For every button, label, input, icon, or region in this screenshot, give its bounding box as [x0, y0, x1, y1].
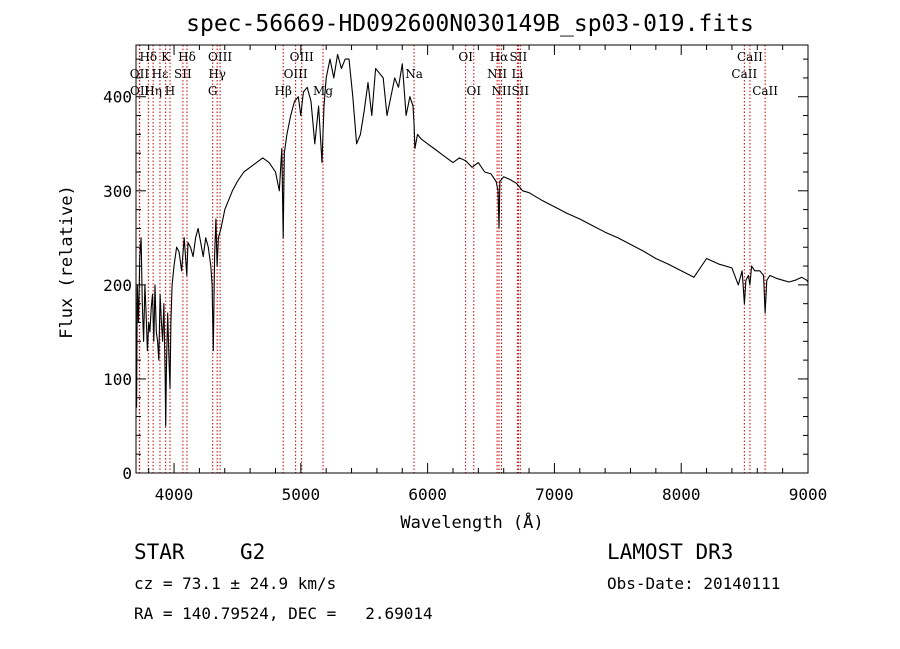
- y-tick-label-2: 200: [103, 276, 132, 295]
- line-label-12: Hβ: [275, 84, 292, 98]
- line-label-3: OII: [130, 84, 150, 98]
- line-label-22: SII: [510, 50, 528, 64]
- y-tick-label-0: 0: [122, 464, 132, 483]
- class-label: STAR: [134, 540, 185, 564]
- x-tick-label-2: 6000: [408, 485, 447, 504]
- line-label-7: H: [165, 84, 175, 98]
- line-label-26: CaII: [731, 67, 757, 81]
- line-label-15: Mg: [313, 84, 333, 98]
- line-label-2: OII: [130, 67, 150, 81]
- line-label-18: OI: [466, 84, 481, 98]
- y-tick-label-4: 400: [103, 88, 132, 107]
- line-label-21: NII: [492, 84, 512, 98]
- line-label-8: SII: [174, 67, 192, 81]
- line-label-16: Na: [405, 67, 423, 81]
- line-label-23: Li: [511, 67, 523, 81]
- ticks: 4000 5000 6000 7000 8000 9000 0 100 200 300 400: [103, 45, 827, 504]
- x-tick-label-0: 4000: [155, 485, 194, 504]
- x-axis-label: Wavelength (Å): [400, 511, 543, 533]
- plot-frame: [135, 44, 809, 474]
- subclass-label: G2: [240, 540, 266, 564]
- line-label-13: OIII: [290, 50, 314, 64]
- line-label-11: G: [208, 84, 218, 98]
- line-label-5: Hη: [144, 84, 162, 98]
- line-label-0: Hδ: [178, 50, 196, 64]
- spectrum-line: [135, 53, 809, 427]
- line-label-19: Hα: [490, 50, 509, 64]
- y-tick-label-1: 100: [103, 370, 132, 389]
- cz-label: cz = 73.1 ± 24.9 km/s: [134, 574, 337, 593]
- x-tick-label-4: 8000: [662, 485, 701, 504]
- line-label-20: NII: [487, 67, 507, 81]
- line-label-25: CaII: [737, 50, 763, 64]
- x-tick-label-1: 5000: [282, 485, 321, 504]
- line-label-17: OI: [458, 50, 473, 64]
- spectrum-series: [135, 53, 809, 427]
- line-label-1: Hδ: [139, 50, 157, 64]
- y-tick-label-3: 300: [103, 182, 132, 201]
- line-label-14: OIII: [284, 67, 308, 81]
- line-label-24: SII: [511, 84, 529, 98]
- line-label-4: Hε: [152, 67, 169, 81]
- x-tick-label-5: 9000: [789, 485, 828, 504]
- line-markers: [138, 45, 766, 473]
- line-label-27: CaII: [752, 84, 778, 98]
- chart-title: spec-56669-HD092600N030149B_sp03-019.fit…: [186, 11, 754, 37]
- y-axis-label: Flux (relative): [57, 185, 77, 339]
- line-label-10: Hγ: [208, 67, 226, 81]
- line-label-9: OIII: [208, 50, 232, 64]
- radec-label: RA = 140.79524, DEC = 2.69014: [134, 604, 433, 623]
- survey-label: LAMOST DR3: [607, 540, 734, 564]
- line-label-6: K: [161, 50, 171, 64]
- obs-date-label: Obs-Date: 20140111: [607, 574, 781, 593]
- axes: [135, 44, 809, 474]
- x-tick-label-3: 7000: [535, 485, 574, 504]
